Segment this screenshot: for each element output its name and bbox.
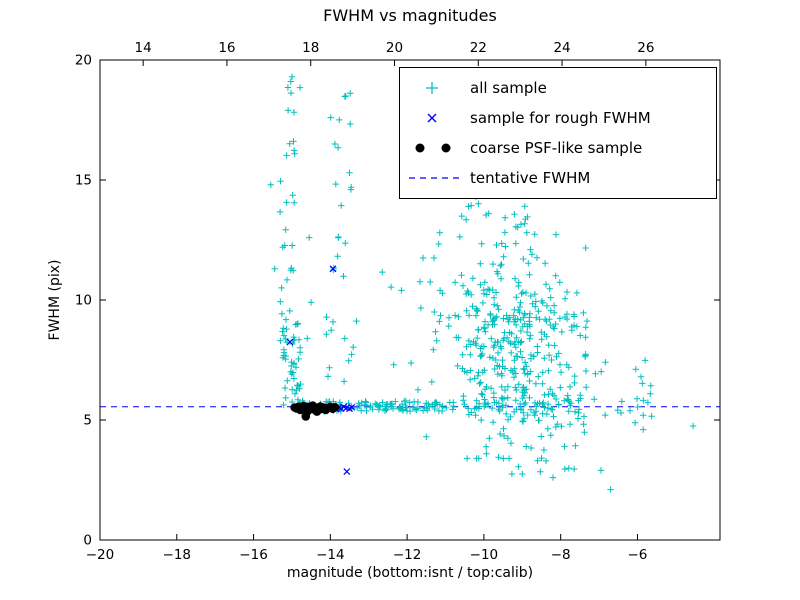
svg-text:−18: −18 [163,547,192,563]
svg-text:−16: −16 [239,547,268,563]
dot-marker-icon [415,143,451,153]
legend-label: coarse PSF-like sample [470,139,643,157]
svg-text:−10: −10 [470,547,499,563]
svg-text:26: 26 [637,40,654,56]
svg-text:−6: −6 [628,547,648,563]
svg-text:−8: −8 [551,547,571,563]
legend-item-tentative-fwhm: tentative FWHM [406,163,710,193]
svg-text:16: 16 [218,40,235,56]
svg-text:−14: −14 [316,547,345,563]
legend-label: tentative FWHM [470,169,591,187]
svg-text:−20: −20 [86,547,115,563]
legend: all sample sample for rough FWHM coarse … [399,67,717,199]
legend-item-rough-fwhm: sample for rough FWHM [406,103,710,133]
plus-marker-icon [426,82,438,94]
svg-text:10: 10 [75,293,92,309]
svg-text:18: 18 [302,40,319,56]
dashed-line-icon [409,177,459,179]
svg-text:−12: −12 [393,547,422,563]
chart-title: FWHM vs magnitudes [323,6,497,25]
x-axis-label: magnitude (bottom:isnt / top:calib) [286,565,534,581]
legend-label: all sample [470,79,547,97]
svg-text:0: 0 [83,533,92,549]
svg-text:5: 5 [83,413,92,429]
legend-label: sample for rough FWHM [470,109,651,127]
legend-item-psf-like: coarse PSF-like sample [406,133,710,163]
svg-text:22: 22 [470,40,487,56]
svg-text:20: 20 [386,40,403,56]
legend-item-all-sample: all sample [406,73,710,103]
svg-text:24: 24 [553,40,570,56]
x-marker-icon [427,113,437,123]
svg-text:20: 20 [75,53,92,69]
svg-text:15: 15 [75,173,92,189]
svg-text:14: 14 [135,40,152,56]
